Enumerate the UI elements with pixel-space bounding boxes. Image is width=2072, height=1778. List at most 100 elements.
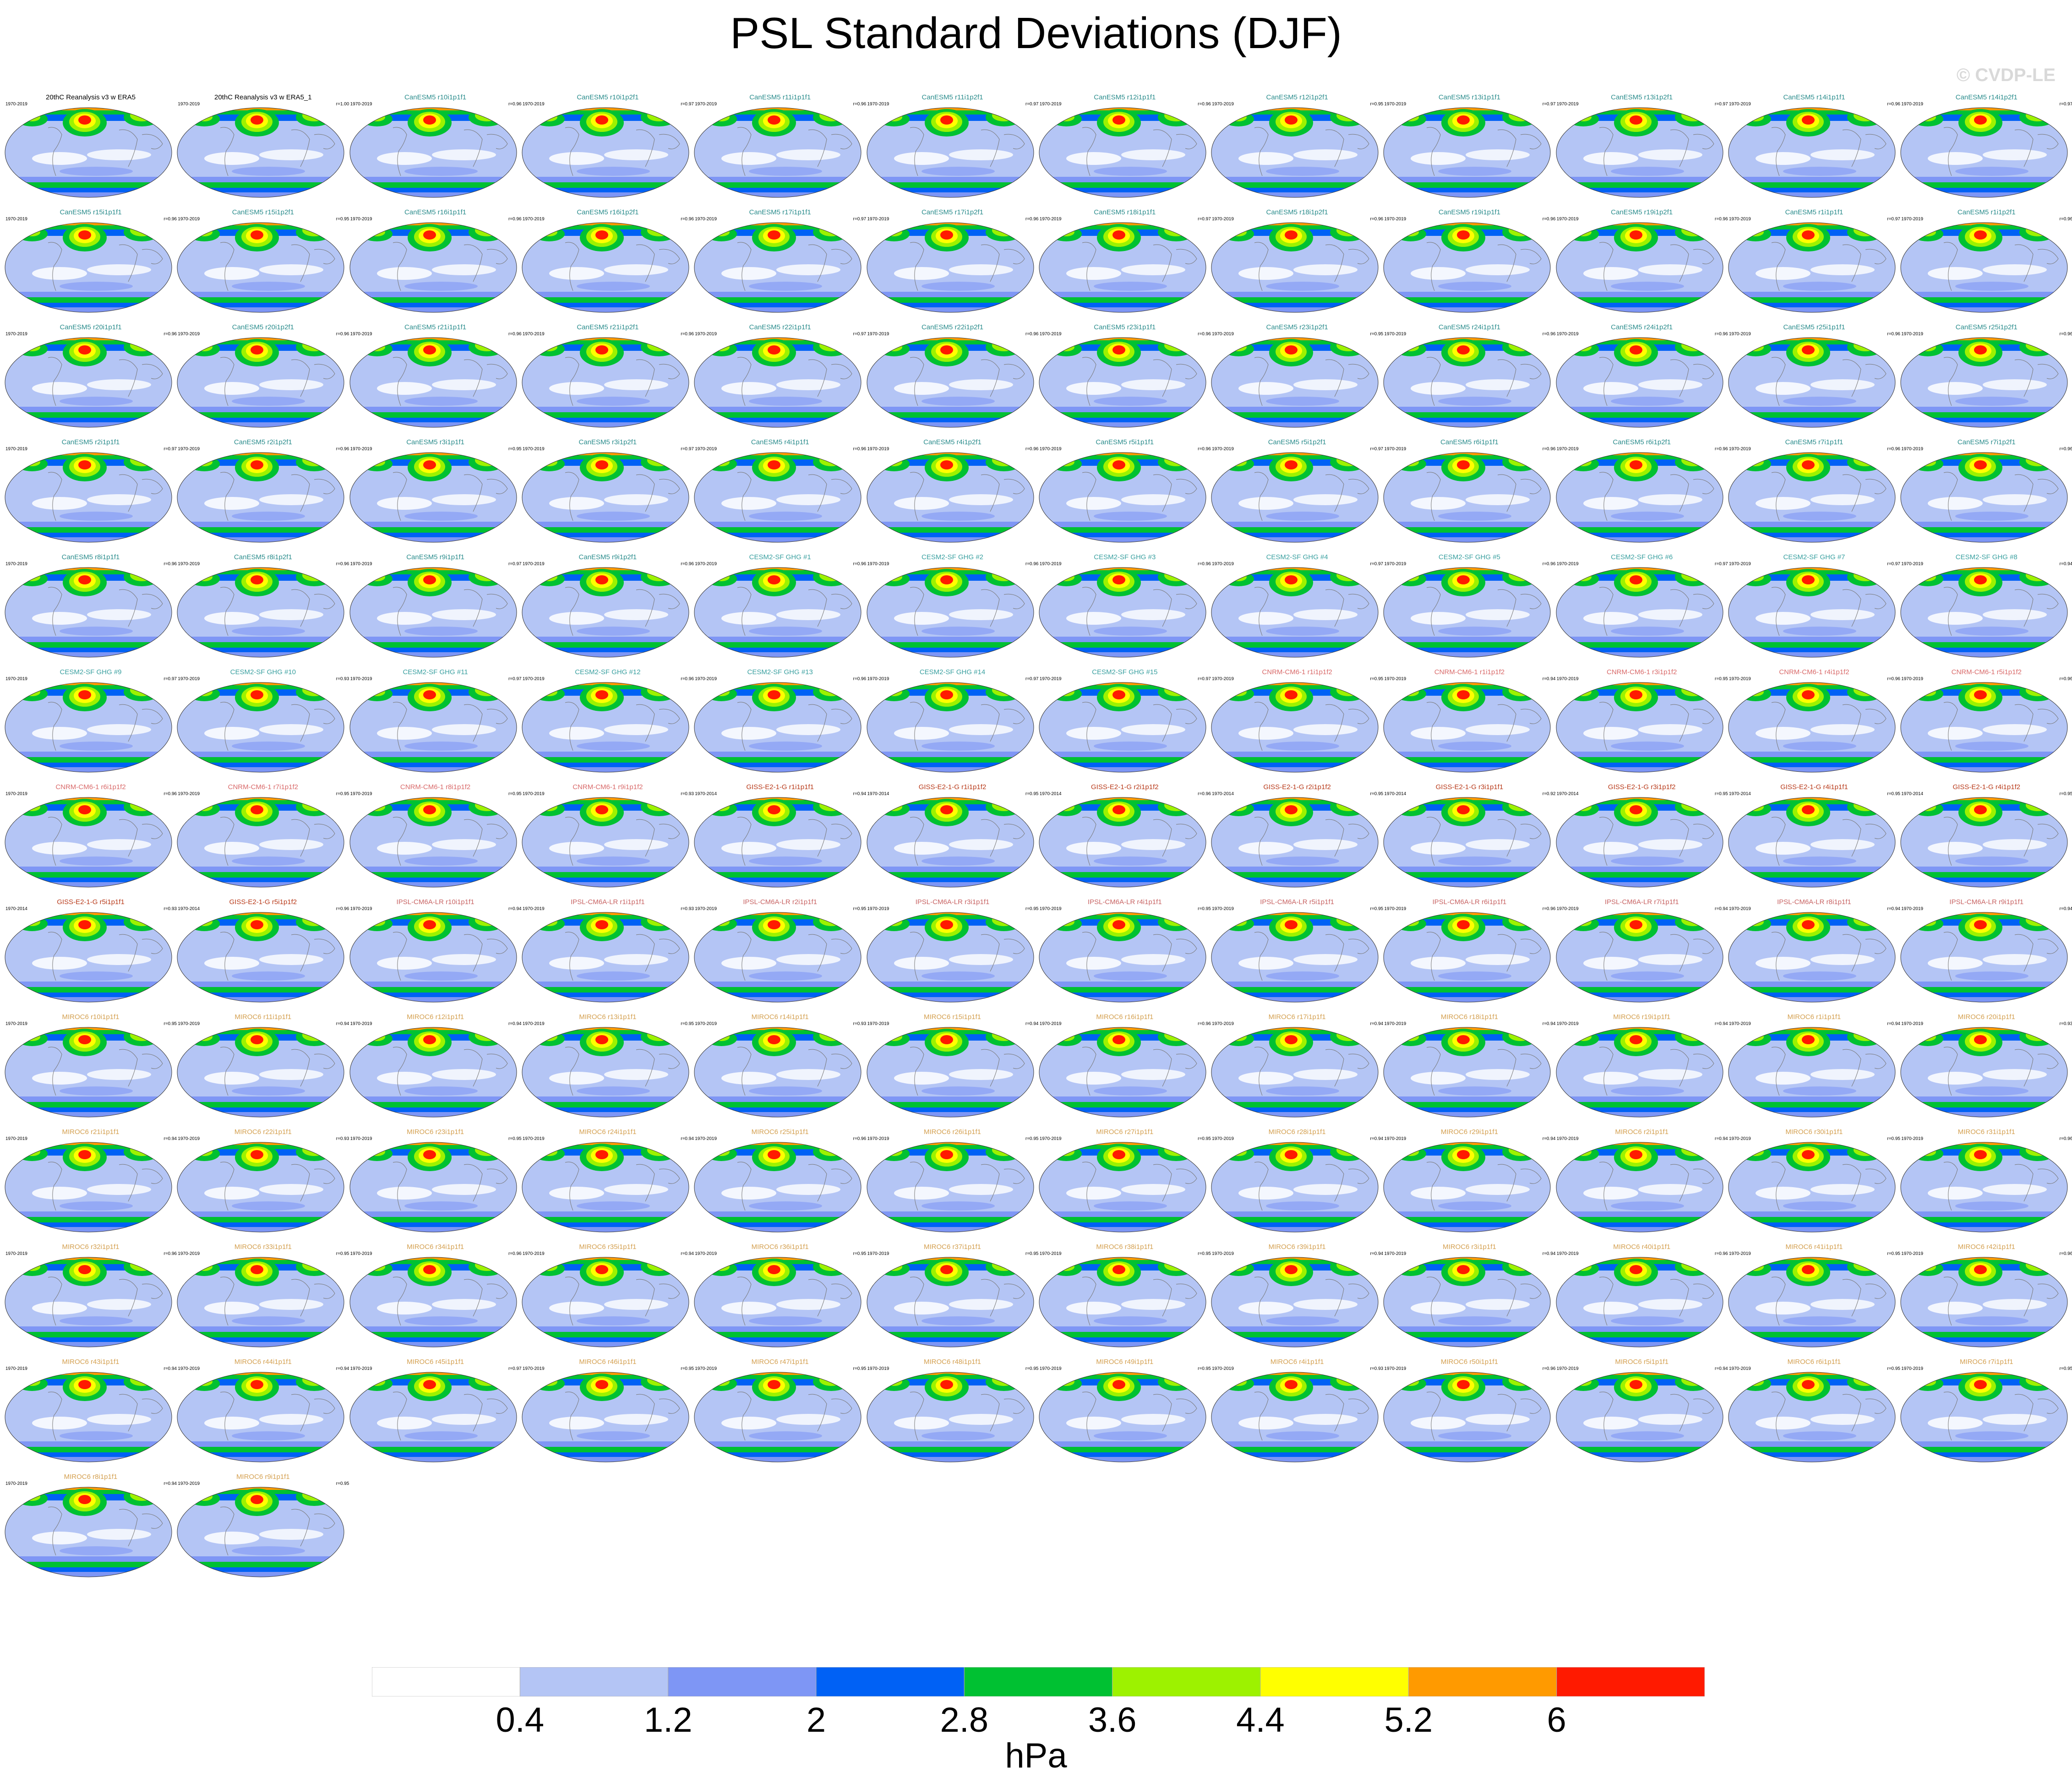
world-map-icon: [1383, 682, 1551, 773]
panel-correlation: r=0.95: [336, 217, 349, 222]
world-map-icon: [349, 1257, 517, 1347]
panel-years: 1970-2019: [867, 906, 889, 911]
panel-years: 1970-2019: [1039, 447, 1062, 452]
panel-correlation: r=0.94: [164, 1136, 177, 1141]
panel-correlation: r=0.95: [164, 1021, 177, 1026]
panel-correlation: r=0.97: [1887, 562, 1900, 567]
panel-years: 1970-2019: [1901, 1366, 1924, 1371]
world-map-icon: [522, 1257, 689, 1347]
world-map-icon: [349, 1142, 517, 1233]
map-panel: MIROC6 r10i1p1f1 1970-2019 r=0.95: [5, 1013, 177, 1124]
panel-title: GISS-E2-1-G r2i1p1f2: [1263, 783, 1331, 791]
world-map-icon: [1728, 1257, 1896, 1347]
panel-title: GISS-E2-1-G r1i1p1f1: [746, 783, 814, 791]
panel-correlation: r=0.94: [1887, 906, 1900, 911]
panel-correlation: r=0.95: [853, 1366, 867, 1371]
map-panel: GISS-E2-1-G r4i1p1f1 1970-2014 r=0.95: [1728, 783, 1900, 894]
panel-correlation: r=0.96: [1025, 447, 1039, 452]
panel-correlation: r=0.97: [681, 102, 694, 107]
panel-years: 1970-2019: [1901, 906, 1924, 911]
panel-correlation: r=0.96: [1542, 447, 1556, 452]
panel-years: 1970-2019: [178, 1251, 200, 1256]
map-panel: IPSL-CM6A-LR r3i1p1f1 1970-2019 r=0.95: [867, 898, 1039, 1009]
panel-title: IPSL-CM6A-LR r1i1p1f1: [571, 898, 645, 906]
world-map-icon: [1039, 797, 1206, 888]
panel-title: MIROC6 r14i1p1f1: [751, 1013, 809, 1021]
map-panel: MIROC6 r20i1p1f1 1970-2019 r=0.93: [1900, 1013, 2072, 1124]
world-map-icon: [1728, 337, 1896, 428]
map-panel: MIROC6 r7i1p1f1 1970-2019 r=0.95: [1900, 1358, 2072, 1469]
world-map-icon: [522, 912, 689, 1003]
panel-correlation: r=0.96: [853, 1136, 867, 1141]
panel-years: 1970-2019: [522, 676, 545, 682]
panel-title: CanESM5 r10i1p2f1: [577, 93, 639, 101]
panel-years: 1970-2019: [522, 1366, 545, 1371]
panel-correlation: r=0.94: [508, 906, 522, 911]
panel-title: CanESM5 r4i1p2f1: [923, 438, 981, 446]
panel-title: MIROC6 r49i1p1f1: [1096, 1358, 1154, 1366]
world-map-icon: [349, 222, 517, 313]
panel-years: 1970-2019: [1729, 332, 1751, 337]
map-panel: MIROC6 r44i1p1f1 1970-2019 r=0.94: [177, 1358, 349, 1469]
panel-years: 1970-2019: [1384, 102, 1407, 107]
panel-years: 1970-2019: [867, 562, 889, 567]
panel-correlation: r=0.97: [508, 676, 522, 682]
panel-correlation: r=0.96: [1887, 676, 1900, 682]
map-panel: MIROC6 r19i1p1f1 1970-2019 r=0.94: [1556, 1013, 1728, 1124]
panel-years: 1970-2019: [695, 1366, 717, 1371]
world-map-icon: [5, 797, 172, 888]
panel-title: CESM2-SF GHG #7: [1783, 553, 1845, 561]
panel-years: 1970-2019: [1729, 217, 1751, 222]
world-map-icon: [5, 1027, 172, 1118]
panel-years: 1970-2019: [1384, 562, 1407, 567]
panel-years: 1970-2019: [350, 1021, 372, 1026]
panel-correlation: r=0.94: [681, 1251, 694, 1256]
panel-title: 20thC Reanalysis v3 w ERA5_1: [214, 93, 312, 101]
panel-years: 1970-2019: [350, 1251, 372, 1256]
panel-years: 1970-2019: [695, 676, 717, 682]
panel-correlation: r=0.96: [1542, 1366, 1556, 1371]
panel-correlation: r=0.96: [336, 906, 349, 911]
panel-years: 1970-2019: [1212, 217, 1234, 222]
panel-title: CanESM5 r7i1p2f1: [1957, 438, 2016, 446]
panel-years: 1970-2019: [1556, 102, 1579, 107]
world-map-icon: [1383, 1027, 1551, 1118]
panel-title: GISS-E2-1-G r4i1p1f2: [1952, 783, 2021, 791]
world-map-icon: [694, 1257, 862, 1347]
colorbar-swatch: [1112, 1667, 1261, 1696]
panel-title: CanESM5 r5i1p1f1: [1096, 438, 1154, 446]
panel-title: CNRM-CM6-1 r8i1p1f2: [400, 783, 471, 791]
panel-years: 1970-2019: [522, 217, 545, 222]
panel-title: CanESM5 r15i1p2f1: [232, 208, 294, 216]
world-map-icon: [177, 1487, 344, 1577]
colorbar-swatch: [1408, 1667, 1557, 1696]
panel-title: GISS-E2-1-G r2i1p1f2: [1091, 783, 1159, 791]
panel-correlation: r=0.93: [1370, 1366, 1384, 1371]
map-panel: CanESM5 r2i1p2f1 1970-2019 r=0.96: [177, 438, 349, 549]
panel-correlation: r=0.94: [336, 1021, 349, 1026]
map-panel: MIROC6 r8i1p1f1 1970-2019 r=0.94: [5, 1473, 177, 1584]
panel-years: 1970-2019: [1556, 676, 1579, 682]
panel-correlation: r=0.96: [1198, 1021, 1211, 1026]
map-panel: CanESM5 r20i1p1f1 1970-2019 r=0.96: [5, 323, 177, 434]
world-map-icon: [1383, 567, 1551, 658]
panel-correlation: r=0.96: [164, 1251, 177, 1256]
panel-correlation: r=0.97: [1715, 562, 1728, 567]
panel-years: 1970-2019: [1556, 1366, 1579, 1371]
map-panel: CESM2-SF GHG #15 1970-2019 r=0.97: [1039, 668, 1211, 779]
panel-years: 1970-2019: [1039, 1251, 1062, 1256]
panel-title: CNRM-CM6-1 r5i1p1f2: [1951, 668, 2022, 676]
panel-title: CanESM5 r6i1p1f1: [1440, 438, 1499, 446]
panel-correlation: r=0.96: [164, 217, 177, 222]
panel-title: MIROC6 r26i1p1f1: [923, 1128, 981, 1136]
panel-correlation: r=0.94: [336, 1366, 349, 1371]
world-map-icon: [1900, 1027, 2068, 1118]
panel-years: 1970-2019: [5, 791, 27, 796]
panel-years: 1970-2014: [5, 906, 27, 911]
panel-correlation: r=0.94: [1887, 1021, 1900, 1026]
panel-years: 1970-2019: [1729, 1251, 1751, 1256]
world-map-icon: [867, 452, 1034, 543]
map-panel: CNRM-CM6-1 r1i1p1f2 1970-2019 r=0.94: [1383, 668, 1555, 779]
panel-correlation: r=0.95: [1370, 906, 1384, 911]
panel-correlation: r=0.96: [1198, 332, 1211, 337]
